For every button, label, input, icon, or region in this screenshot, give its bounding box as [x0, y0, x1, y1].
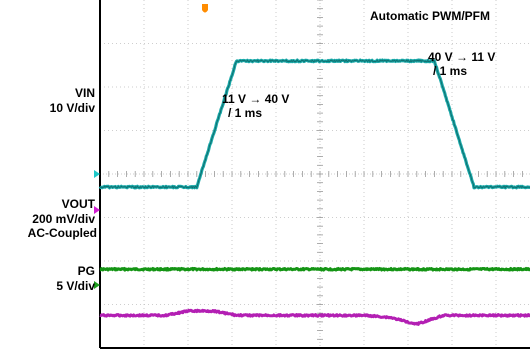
vin-trace: [98, 58, 530, 190]
vout-coupling-label: AC-Coupled: [27, 226, 97, 240]
pg-trace: [99, 267, 530, 272]
ramp-down-label-line2: / 1 ms: [433, 64, 468, 78]
trigger-marker: [202, 4, 208, 13]
vout-trace: [99, 308, 530, 326]
vout-scale-label: 200 mV/div: [32, 212, 95, 226]
channel-markers: [94, 4, 208, 289]
pg-name-label: PG: [77, 264, 95, 278]
waveform-traces: [98, 58, 530, 326]
ch1-ground-marker: [94, 170, 100, 178]
pg-scale-label: 5 V/div: [56, 279, 95, 293]
vin-scale-label: 10 V/div: [49, 101, 95, 115]
ramp-down-label-line1: 40 V → 11 V: [428, 50, 496, 64]
vout-name-label: VOUT: [61, 197, 95, 211]
vin-name-label: VIN: [74, 86, 95, 100]
ramp-up-label-line2: / 1 ms: [228, 106, 263, 120]
ch2-ground-marker: [94, 206, 100, 214]
mode-label: Automatic PWM/PFM: [370, 9, 490, 23]
vin-trace-core: [99, 59, 530, 189]
ch3-ground-marker: [94, 281, 100, 289]
ramp-up-label-line1: 11 V → 40 V: [222, 92, 290, 106]
